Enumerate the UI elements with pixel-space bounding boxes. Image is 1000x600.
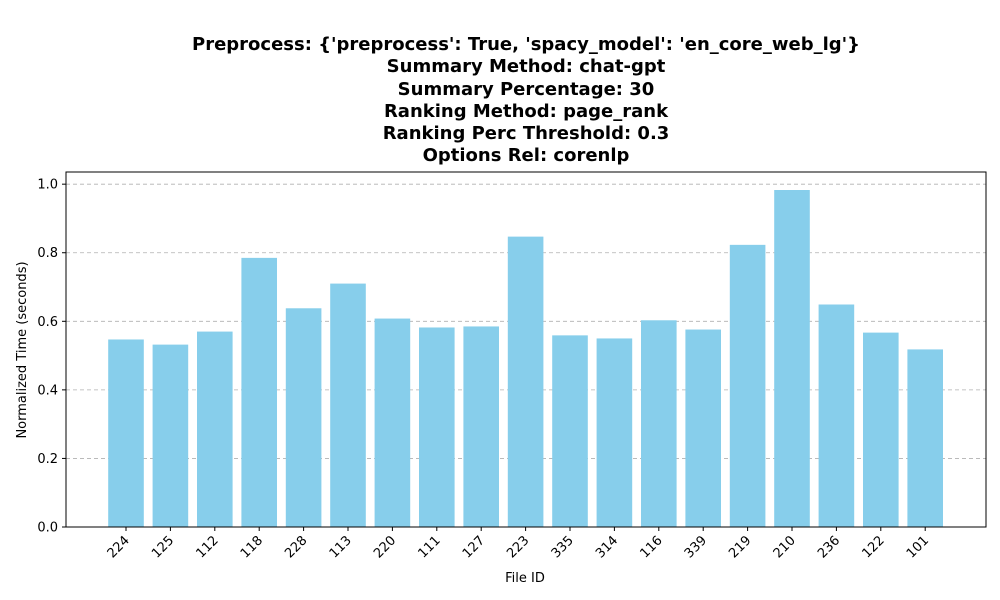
bar-118: [241, 257, 277, 527]
bar-339: [685, 329, 721, 527]
x-tick-label: 219: [726, 533, 754, 561]
axes-frame: [65, 171, 987, 528]
y-tick-label: 0.4: [37, 383, 58, 398]
bar-101: [907, 349, 943, 527]
x-tick-label: 113: [327, 533, 355, 561]
x-tick-label: 220: [371, 533, 399, 561]
y-axis-label: Normalized Time (seconds): [15, 261, 30, 438]
bar-113: [330, 283, 366, 527]
x-tick-label: 236: [815, 533, 843, 561]
bar-236: [818, 304, 855, 527]
x-tick-label: 335: [549, 533, 577, 561]
chart-title: Preprocess: {'preprocess': True, 'spacy_…: [66, 34, 986, 168]
bar-125: [152, 344, 189, 527]
bar-127: [463, 326, 499, 527]
x-tick-label: 223: [504, 533, 532, 561]
y-tick-label: 0.8: [37, 246, 58, 261]
bar-210: [774, 189, 810, 528]
x-tick-label: 127: [460, 533, 488, 561]
bar-116: [641, 320, 677, 527]
bar-220: [374, 318, 411, 527]
x-tick-label: 224: [105, 533, 133, 561]
x-axis-label: File ID: [505, 571, 545, 586]
bar-223: [507, 236, 544, 528]
bar-224: [108, 339, 144, 527]
x-tick-label: 111: [415, 533, 443, 561]
x-tick-label: 122: [859, 533, 887, 561]
x-tick-label: 101: [904, 533, 932, 561]
bar-111: [419, 327, 455, 527]
x-tick-label: 314: [593, 533, 621, 561]
title-line-summary-percentage: Summary Percentage: 30: [397, 78, 655, 100]
bar-112: [197, 331, 233, 527]
bars: [108, 189, 943, 528]
y-tick-label: 0.2: [37, 452, 58, 467]
y-tick-label: 0.0: [37, 521, 58, 536]
x-tick-label: 210: [771, 533, 799, 561]
bar-228: [285, 308, 322, 527]
bar-219: [729, 244, 766, 528]
y-tick-label: 0.6: [37, 315, 58, 330]
title-line-ranking-method: Ranking Method: page_rank: [383, 100, 669, 122]
title-line-summary-method: Summary Method: chat-gpt: [386, 56, 666, 78]
x-tick-label: 339: [682, 533, 710, 561]
axes: 0.0 0.2 0.4 0.6 0.8 1.0 224 125 112 118 228 113 220 1…: [37, 171, 987, 561]
title-line-ranking-threshold: Ranking Perc Threshold: 0.3: [382, 123, 670, 145]
title-line-preprocess: Preprocess: {'preprocess': True, 'spacy_…: [192, 34, 860, 55]
x-tick-label: 112: [193, 533, 221, 561]
bar-314: [596, 338, 633, 527]
x-tick-label: 118: [238, 533, 266, 561]
bar-122: [863, 332, 899, 527]
x-tick-label: 116: [637, 533, 665, 561]
title-line-options-rel: Options Rel: corenlp: [422, 145, 630, 167]
y-tick-label: 1.0: [37, 178, 58, 193]
bar-335: [552, 335, 588, 527]
x-tick-label: 125: [149, 533, 177, 561]
x-tick-label: 228: [282, 533, 310, 561]
